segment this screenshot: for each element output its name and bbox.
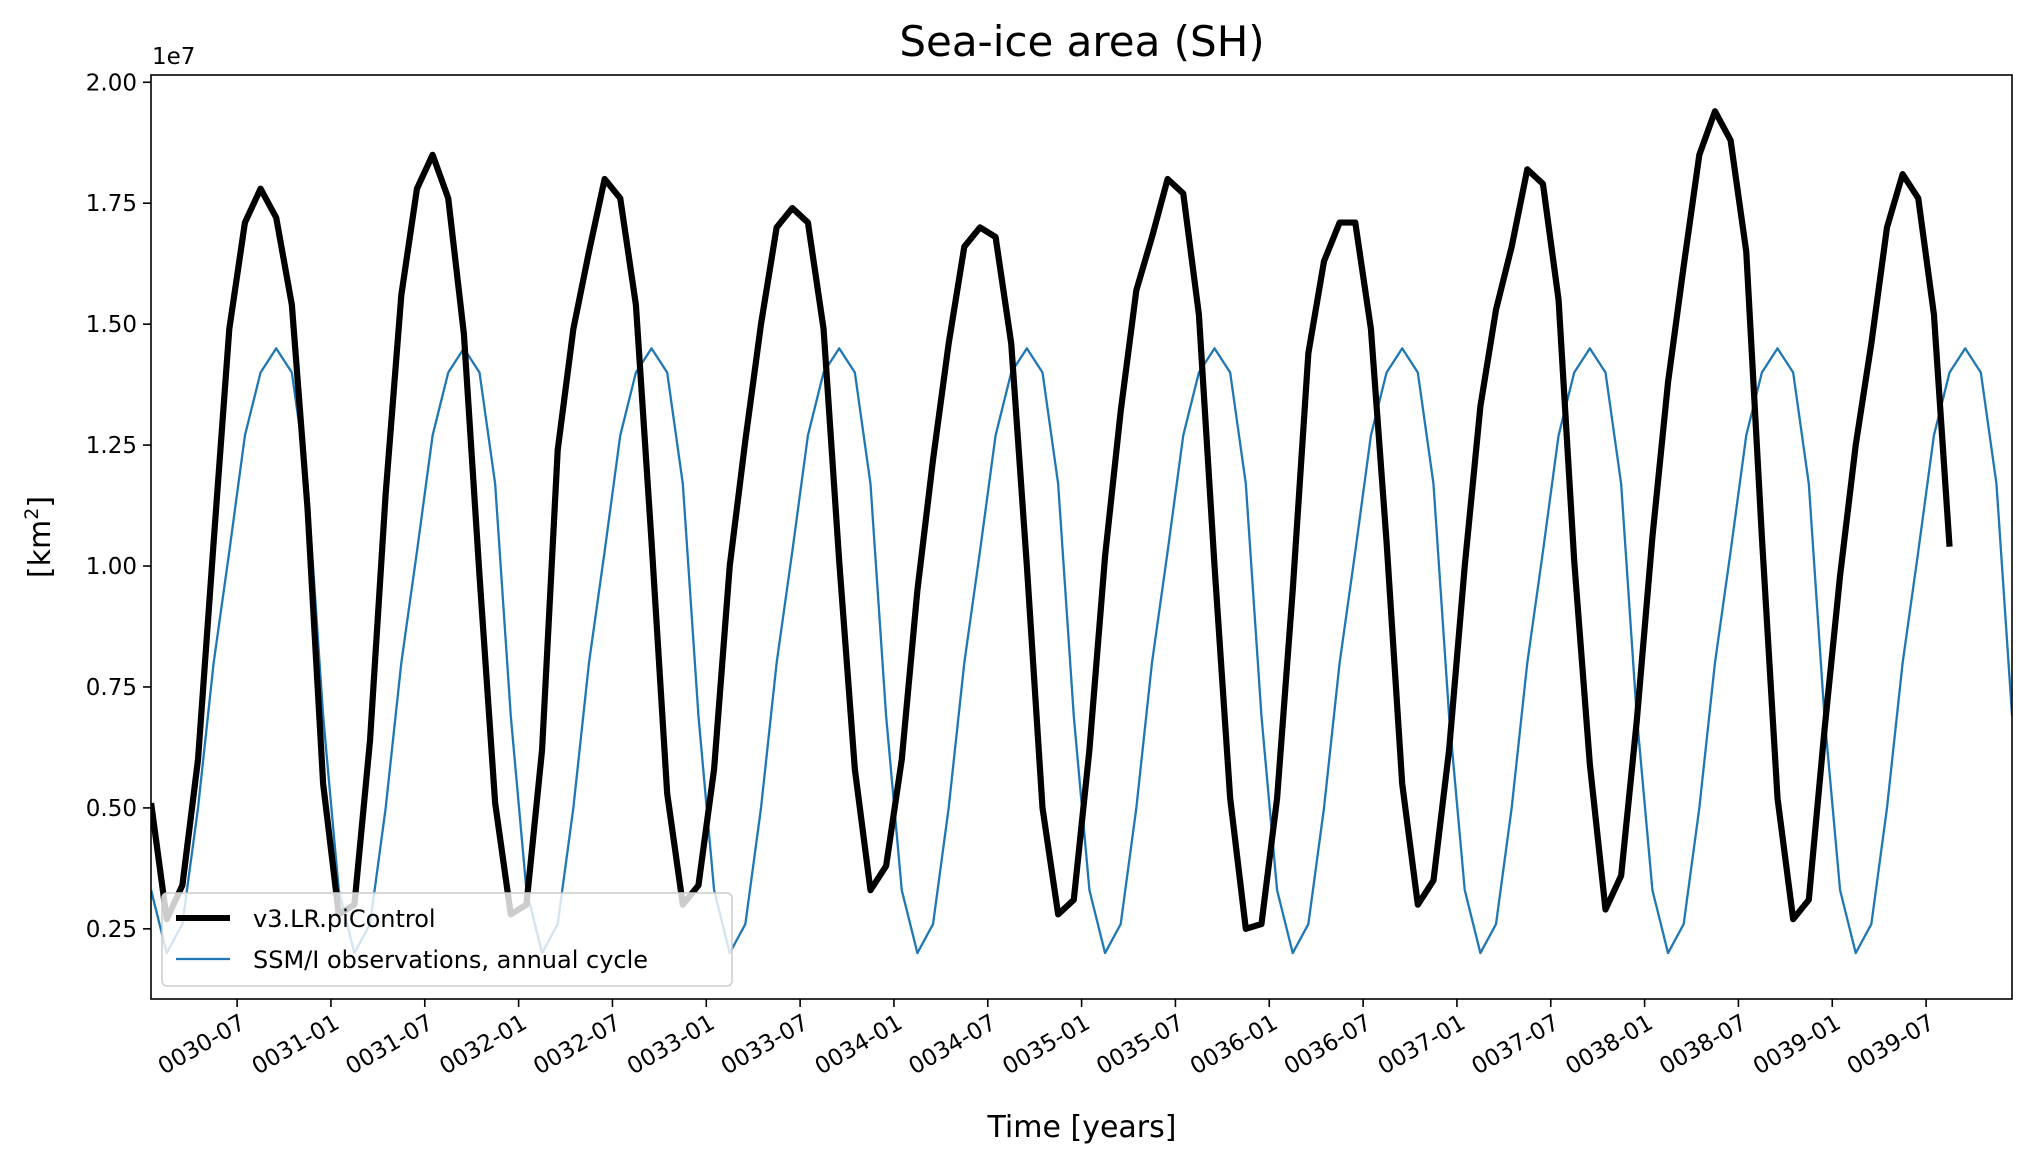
x-tick-label: 0033-07 (717, 1010, 813, 1081)
y-tick-label: 1.00 (86, 554, 137, 580)
y-tick-label: 0.75 (86, 675, 137, 701)
x-tick-label: 0031-07 (342, 1010, 438, 1081)
series-layer (151, 108, 2012, 955)
x-tick-label: 0036-07 (1280, 1010, 1376, 1081)
x-tick-label: 0037-07 (1468, 1010, 1564, 1081)
y-axis-label-superscript: 2 (21, 508, 43, 520)
x-tick-label: 0038-07 (1655, 1010, 1751, 1081)
legend: v3.LR.piControl SSM/I observations, annu… (161, 892, 733, 987)
y-axis: 0.25 0.50 0.75 1.00 1.25 1.50 1.75 2.00 (86, 70, 151, 943)
y-tick-label: 1.75 (86, 191, 137, 217)
x-tick-label: 0032-07 (529, 1010, 625, 1081)
x-axis-label: Time [years] (987, 1110, 1177, 1145)
x-tick-label: 0038-01 (1561, 1010, 1657, 1081)
y-offset-label: 1e7 (152, 44, 195, 70)
x-tick-label: 0030-07 (154, 1010, 250, 1081)
chart-title: Sea-ice area (SH) (899, 17, 1264, 66)
y-axis-label: [km (23, 520, 58, 578)
legend-box (161, 892, 733, 987)
legend-label-picontrol: v3.LR.piControl (253, 905, 436, 933)
y-axis-label-group: [km2] (21, 496, 58, 578)
series-line-ssmi-observations (151, 347, 2012, 955)
x-tick-label: 0031-01 (248, 1010, 344, 1081)
svg-text:[km2]: [km2] (21, 496, 58, 578)
y-tick-label: 0.50 (86, 796, 137, 822)
x-tick-label: 0037-01 (1374, 1010, 1470, 1081)
x-tick-label: 0033-01 (623, 1010, 719, 1081)
x-tick-label: 0036-01 (1186, 1010, 1282, 1081)
y-tick-label: 0.25 (86, 917, 137, 943)
legend-label-ssmi: SSM/I observations, annual cycle (253, 946, 648, 974)
y-tick-label: 1.50 (86, 312, 137, 338)
y-tick-label: 2.00 (86, 70, 137, 96)
y-axis-label-suffix: ] (23, 496, 58, 508)
x-tick-label: 0032-01 (435, 1010, 531, 1081)
x-tick-label: 0039-07 (1843, 1010, 1939, 1081)
y-tick-label: 1.25 (86, 433, 137, 459)
x-tick-label: 0034-07 (905, 1010, 1001, 1081)
x-tick-label: 0035-01 (998, 1010, 1094, 1081)
x-axis: 0030-070031-010031-070032-010032-070033-… (154, 999, 1939, 1080)
x-tick-label: 0035-07 (1092, 1010, 1188, 1081)
series-line-v3-lr-picontrol (151, 108, 1953, 932)
x-tick-label: 0034-01 (811, 1010, 907, 1081)
x-tick-label: 0039-01 (1749, 1010, 1845, 1081)
